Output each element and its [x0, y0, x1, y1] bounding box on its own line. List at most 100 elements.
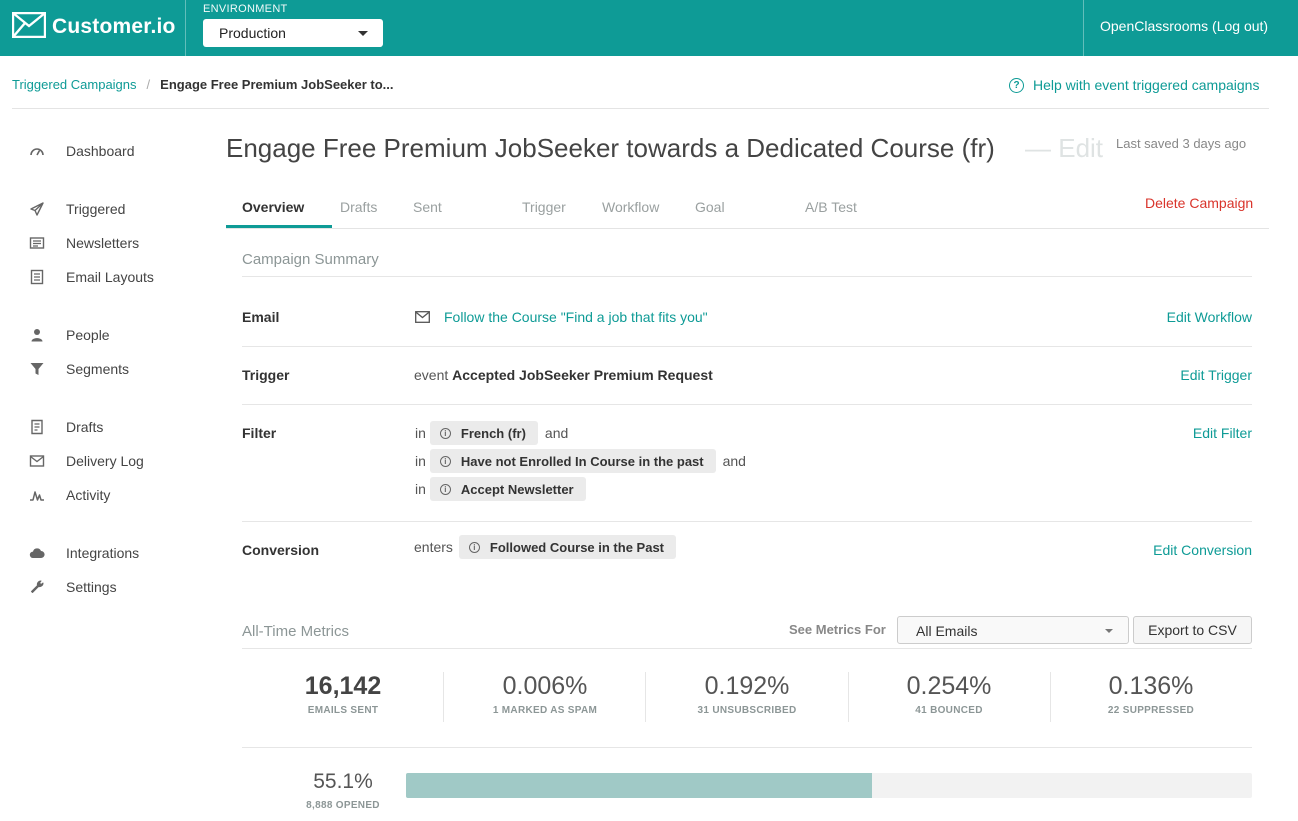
- brand-logo[interactable]: Customer.io: [11, 11, 176, 43]
- tab-workflow[interactable]: Workflow: [602, 199, 660, 215]
- sidebar-item-label: Activity: [66, 487, 111, 503]
- sidebar-item-segments[interactable]: Segments: [28, 357, 129, 381]
- stat-label: 1 MARKED AS SPAM: [492, 705, 598, 716]
- trigger-event-name: Accepted JobSeeker Premium Request: [452, 367, 713, 383]
- sidebar-item-label: Drafts: [66, 419, 104, 435]
- draft-document-icon: [28, 418, 46, 436]
- segment-chip-label: Followed Course in the Past: [489, 539, 664, 555]
- paper-plane-icon: [28, 200, 46, 218]
- sidebar-item-label: Delivery Log: [66, 453, 144, 469]
- sidebar-item-label: Settings: [66, 579, 117, 595]
- sidebar-item-email-layouts[interactable]: Email Layouts: [28, 265, 154, 289]
- segment-chip-label: Have not Enrolled In Course in the past: [460, 453, 704, 469]
- sidebar-item-label: People: [66, 327, 110, 343]
- tab-overview[interactable]: Overview: [242, 199, 305, 215]
- customerio-logo-icon: [11, 11, 47, 43]
- conversion-row-label: Conversion: [242, 542, 320, 558]
- sidebar-item-activity[interactable]: Activity: [28, 483, 110, 507]
- newspaper-icon: [28, 234, 46, 252]
- breadcrumb-current: Engage Free Premium JobSeeker to...: [160, 77, 394, 92]
- edit-conversion-link[interactable]: Edit Conversion: [1153, 542, 1252, 558]
- last-saved-status: Last saved 3 days ago: [1116, 136, 1247, 151]
- breadcrumb-parent-link[interactable]: Triggered Campaigns: [12, 77, 137, 92]
- stat-label: 41 BOUNCED: [915, 705, 983, 716]
- segment-chip-label: Accept Newsletter: [460, 481, 574, 497]
- segment-chip[interactable]: i French (fr): [429, 421, 538, 445]
- sidebar-item-label: Newsletters: [66, 235, 140, 251]
- email-link[interactable]: Follow the Course "Find a job that fits …: [415, 309, 708, 325]
- segment-chip[interactable]: i Accept Newsletter: [429, 477, 586, 501]
- tab-goal[interactable]: Goal: [695, 199, 725, 215]
- trigger-row-label: Trigger: [242, 367, 290, 383]
- trigger-prefix: event: [414, 367, 449, 383]
- environment-label: ENVIRONMENT: [203, 3, 288, 15]
- tab-drafts[interactable]: Drafts: [340, 199, 378, 215]
- stat-divider: [848, 672, 849, 722]
- activity-pulse-icon: [28, 486, 46, 504]
- sidebar-item-integrations[interactable]: Integrations: [28, 541, 139, 565]
- help-link[interactable]: ? Help with event triggered campaigns: [1009, 77, 1259, 93]
- divider: [242, 404, 1252, 405]
- sidebar-item-drafts[interactable]: Drafts: [28, 415, 103, 439]
- filter-prefix: in: [415, 481, 426, 497]
- sidebar-item-label: Dashboard: [66, 143, 135, 159]
- conversion-prefix: enters: [414, 539, 453, 555]
- filter-line: in i French (fr) and: [415, 421, 568, 445]
- tab-sent[interactable]: Sent: [413, 199, 442, 215]
- active-tab-indicator: [226, 225, 332, 228]
- filter-prefix: in: [415, 425, 426, 441]
- info-icon: i: [439, 455, 451, 467]
- edit-title-link[interactable]: — Edit: [1025, 133, 1104, 163]
- edit-trigger-link[interactable]: Edit Trigger: [1180, 367, 1252, 383]
- delete-campaign-link[interactable]: Delete Campaign: [1145, 195, 1254, 211]
- opened-progress-fill: [406, 773, 873, 798]
- wrench-icon: [28, 578, 46, 596]
- campaign-summary-title: Campaign Summary: [242, 251, 379, 268]
- edit-workflow-link[interactable]: Edit Workflow: [1166, 309, 1252, 325]
- metrics-email-select[interactable]: All Emails: [897, 616, 1129, 644]
- export-csv-button[interactable]: Export to CSV: [1133, 616, 1252, 644]
- stat-emails-sent: 16,142 EMAILS SENT: [242, 672, 444, 716]
- stat-label: 22 SUPPRESSED: [1107, 705, 1195, 716]
- filter-prefix: in: [415, 453, 426, 469]
- opened-progress-bar: [406, 773, 1252, 798]
- caret-down-icon: [1105, 629, 1113, 633]
- divider: [226, 228, 1269, 229]
- account-logout-link[interactable]: OpenClassrooms (Log out): [1100, 18, 1269, 34]
- conversion-value: enters i Followed Course in the Past: [414, 535, 676, 559]
- environment-select[interactable]: Production: [203, 19, 383, 47]
- topbar-divider: [1083, 0, 1084, 56]
- sidebar-item-people[interactable]: People: [28, 323, 110, 347]
- tab-trigger[interactable]: Trigger: [522, 199, 566, 215]
- sidebar-item-newsletters[interactable]: Newsletters: [28, 231, 139, 255]
- info-icon: i: [439, 427, 451, 439]
- breadcrumb-separator: /: [146, 77, 151, 92]
- sidebar-item-triggered[interactable]: Triggered: [28, 197, 125, 221]
- sidebar-item-label: Email Layouts: [66, 269, 154, 285]
- metrics-select-value: All Emails: [916, 623, 978, 639]
- filter-conjunction: and: [544, 425, 569, 441]
- envelope-log-icon: [28, 452, 46, 470]
- stat-label: 31 UNSUBSCRIBED: [697, 705, 797, 716]
- divider: [12, 108, 1269, 109]
- sidebar-item-settings[interactable]: Settings: [28, 575, 117, 599]
- stat-value: 0.192%: [704, 672, 790, 700]
- person-icon: [28, 326, 46, 344]
- segment-chip[interactable]: i Followed Course in the Past: [458, 535, 676, 559]
- opened-count-label: 8,888 OPENED: [306, 800, 380, 811]
- filter-line: in i Accept Newsletter: [415, 477, 586, 501]
- dashboard-gauge-icon: [28, 142, 46, 160]
- segment-chip[interactable]: i Have not Enrolled In Course in the pas…: [429, 449, 716, 473]
- sidebar-item-label: Segments: [66, 361, 130, 377]
- sidebar-item-dashboard[interactable]: Dashboard: [28, 139, 135, 163]
- edit-filter-link[interactable]: Edit Filter: [1192, 425, 1252, 441]
- tab-ab-test[interactable]: A/B Test: [805, 199, 857, 215]
- email-row-label: Email: [242, 309, 280, 325]
- sidebar-item-delivery-log[interactable]: Delivery Log: [28, 449, 144, 473]
- top-bar: Customer.io ENVIRONMENT Production OpenC…: [0, 0, 1298, 56]
- stat-suppressed: 0.136% 22 SUPPRESSED: [1050, 672, 1252, 716]
- stat-label: EMAILS SENT: [307, 705, 379, 716]
- divider: [242, 346, 1252, 347]
- topbar-divider: [185, 0, 186, 56]
- stat-spam: 0.006% 1 MARKED AS SPAM: [444, 672, 646, 716]
